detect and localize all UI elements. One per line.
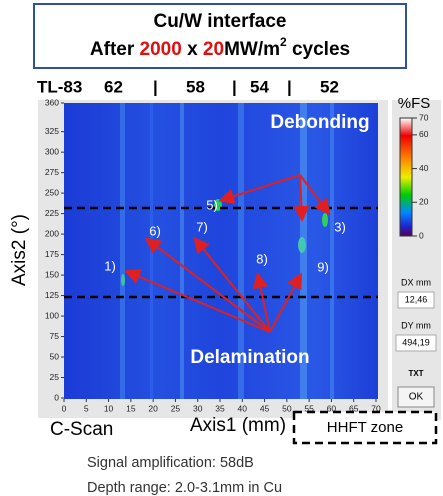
scale-tick-label: 60 bbox=[419, 129, 429, 139]
subtitle-part: x bbox=[182, 39, 203, 60]
x-tick-label: 55 bbox=[304, 403, 314, 413]
y-tick-label: 275 bbox=[45, 167, 59, 177]
x-tick-label: 35 bbox=[215, 403, 225, 413]
specimen-label: | bbox=[153, 77, 158, 96]
ok-label[interactable]: OK bbox=[409, 392, 424, 403]
defect bbox=[121, 274, 125, 286]
y-tick-label: 25 bbox=[50, 372, 60, 382]
x-tick-label: 10 bbox=[104, 403, 114, 413]
zone-box bbox=[292, 410, 438, 445]
subtitle-part: MW/m bbox=[224, 39, 280, 60]
y-tick-label: 200 bbox=[45, 228, 59, 238]
y-tick-label: 100 bbox=[45, 310, 59, 320]
y-tick-label: 175 bbox=[45, 249, 59, 259]
color-bar bbox=[399, 117, 413, 237]
y-tick-label: 125 bbox=[45, 290, 59, 300]
txt-label: TXT bbox=[408, 369, 423, 378]
zone-label: HHFT zone bbox=[327, 419, 403, 436]
y-tick-label: 250 bbox=[45, 187, 59, 197]
defect bbox=[298, 237, 306, 253]
specimen-label: 58 bbox=[186, 77, 205, 96]
delamination-label: Delamination bbox=[190, 347, 309, 368]
debonding-label: Debonding bbox=[270, 112, 369, 133]
x-tick-label: 5 bbox=[84, 403, 89, 413]
x-tick-label: 65 bbox=[349, 403, 359, 413]
x-tick-label: 0 bbox=[62, 403, 67, 413]
x-tick-label: 45 bbox=[260, 403, 270, 413]
scan-image bbox=[64, 103, 378, 399]
x-tick-label: 50 bbox=[282, 403, 292, 413]
specimen-label: 52 bbox=[320, 77, 339, 96]
ok-button[interactable] bbox=[397, 386, 435, 408]
region-label: 6) bbox=[149, 223, 161, 238]
x-axis: 0 5 10 15 20 25 30 35 40 45 50 55 60 65 70 bbox=[62, 399, 381, 413]
region-label: 5) bbox=[206, 197, 218, 212]
region-labels: 1) 3) 5) 6) 7) 8) 9) bbox=[104, 197, 346, 274]
dy-box bbox=[395, 334, 437, 352]
x-tick-label: 40 bbox=[238, 403, 248, 413]
defect bbox=[322, 213, 328, 227]
note: Signal amplification: 58dB bbox=[87, 455, 254, 471]
region-label: 8) bbox=[256, 251, 268, 266]
region-label: 7) bbox=[196, 219, 208, 234]
x-tick-label: 60 bbox=[327, 403, 337, 413]
dx-value: 12,46 bbox=[405, 294, 428, 304]
x-tick-label: 15 bbox=[126, 403, 136, 413]
subtitle-number: 2000 bbox=[140, 39, 182, 60]
scale-tick-label: 0 bbox=[419, 230, 424, 240]
subtitle-part: After bbox=[90, 39, 140, 60]
scale-label: %FS bbox=[398, 95, 431, 112]
specimen-label: TL-83 bbox=[37, 77, 82, 96]
y-tick-label: 0 bbox=[54, 392, 59, 402]
y-tick-label: 325 bbox=[45, 126, 59, 136]
dy-label: DY mm bbox=[401, 320, 431, 330]
specimen-label: 54 bbox=[250, 77, 269, 96]
subtitle-number: 20 bbox=[203, 39, 224, 60]
color-scale-ticks: 70 60 40 20 0 bbox=[412, 112, 429, 240]
region-label: 9) bbox=[317, 259, 329, 274]
x-tick-label: 25 bbox=[171, 403, 181, 413]
x-axis-label: Axis1 (mm) bbox=[190, 415, 286, 436]
specimen-label: | bbox=[232, 77, 237, 96]
dx-label: DX mm bbox=[401, 277, 431, 287]
x-tick-label: 30 bbox=[193, 403, 203, 413]
subtitle: After 2000 x 20MW/m2 cycles bbox=[90, 35, 350, 60]
dx-box bbox=[397, 291, 435, 309]
scale-tick-label: 20 bbox=[419, 197, 429, 207]
y-tick-label: 150 bbox=[45, 269, 59, 279]
region-label: 3) bbox=[334, 219, 346, 234]
y-tick-label: 225 bbox=[45, 208, 59, 218]
x-tick-label: 20 bbox=[148, 403, 158, 413]
title-box bbox=[33, 3, 407, 69]
y-tick-label: 360 bbox=[45, 97, 59, 107]
specimen-label: | bbox=[287, 77, 292, 96]
y-tick-label: 75 bbox=[50, 331, 60, 341]
note: Depth range: 2.0-3.1mm in Cu bbox=[87, 480, 282, 496]
region-label: 1) bbox=[104, 258, 116, 273]
dy-value: 494,19 bbox=[402, 337, 430, 347]
subtitle-part: cycles bbox=[287, 39, 350, 60]
y-axis-label: Axis2 (°) bbox=[9, 214, 30, 286]
title: Cu/W interface bbox=[153, 11, 286, 32]
x-tick-label: 70 bbox=[371, 403, 381, 413]
specimen-label: 62 bbox=[104, 77, 123, 96]
y-tick-label: 300 bbox=[45, 146, 59, 156]
caption: C-Scan bbox=[50, 419, 113, 440]
y-tick-label: 50 bbox=[50, 351, 60, 361]
scale-tick-label: 40 bbox=[419, 163, 429, 173]
subtitle-sup: 2 bbox=[280, 35, 287, 49]
specimen-labels: TL-83 62 | 58 | 54 | 52 bbox=[37, 77, 339, 96]
arrows bbox=[124, 174, 331, 333]
scale-tick-label: 70 bbox=[419, 112, 429, 122]
